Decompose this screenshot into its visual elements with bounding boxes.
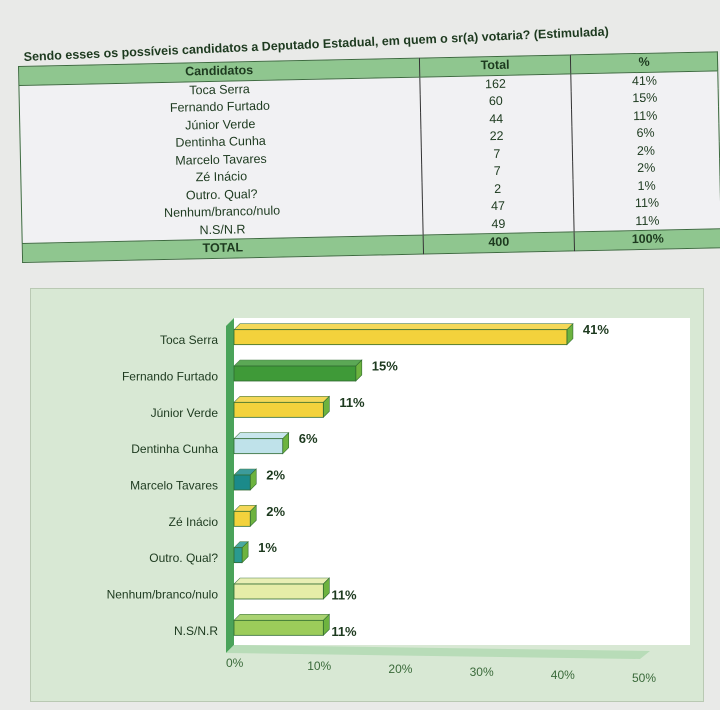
category-label: Dentinha Cunha [131, 442, 218, 456]
bar [233, 438, 284, 455]
category-label: Zé Inácio [169, 515, 219, 529]
category-label: Marcelo Tavares [130, 479, 218, 493]
bar-top [233, 432, 290, 439]
bar-top [233, 396, 331, 403]
bar-top [233, 577, 331, 585]
data-label: 2% [266, 504, 285, 519]
bar-top [233, 359, 363, 367]
category-label: N.S/N.R [174, 624, 218, 638]
data-label: 11% [331, 588, 357, 603]
data-label: 11% [331, 624, 357, 639]
x-tick-label: 20% [388, 662, 412, 676]
data-label: 6% [299, 431, 318, 446]
bar [233, 329, 568, 346]
bar [233, 547, 243, 564]
bar [233, 401, 324, 418]
bar-top [233, 323, 574, 330]
category-label: Fernando Furtado [122, 370, 218, 384]
data-label: 11% [339, 395, 365, 410]
bar [233, 365, 357, 382]
data-label: 1% [258, 540, 277, 555]
bar [233, 583, 324, 600]
category-label: Júnior Verde [151, 406, 219, 420]
category-label: Nenhum/branco/nulo [107, 588, 219, 602]
bar [233, 619, 324, 636]
x-tick-label: 40% [551, 668, 575, 682]
category-label: Toca Serra [160, 333, 218, 347]
x-tick-label: 10% [307, 659, 331, 673]
data-label: 41% [583, 322, 609, 337]
bar [233, 474, 251, 491]
x-tick-label: 30% [470, 665, 494, 679]
data-label: 15% [372, 359, 398, 374]
x-tick-label: 50% [632, 671, 656, 685]
y-axis-wall [226, 318, 234, 653]
x-axis-floor [226, 645, 650, 659]
data-label: 2% [266, 468, 285, 483]
x-tick-label: 0% [226, 656, 244, 670]
bar-top [233, 614, 331, 621]
bar [233, 510, 251, 527]
category-label: Outro. Qual? [149, 551, 218, 565]
